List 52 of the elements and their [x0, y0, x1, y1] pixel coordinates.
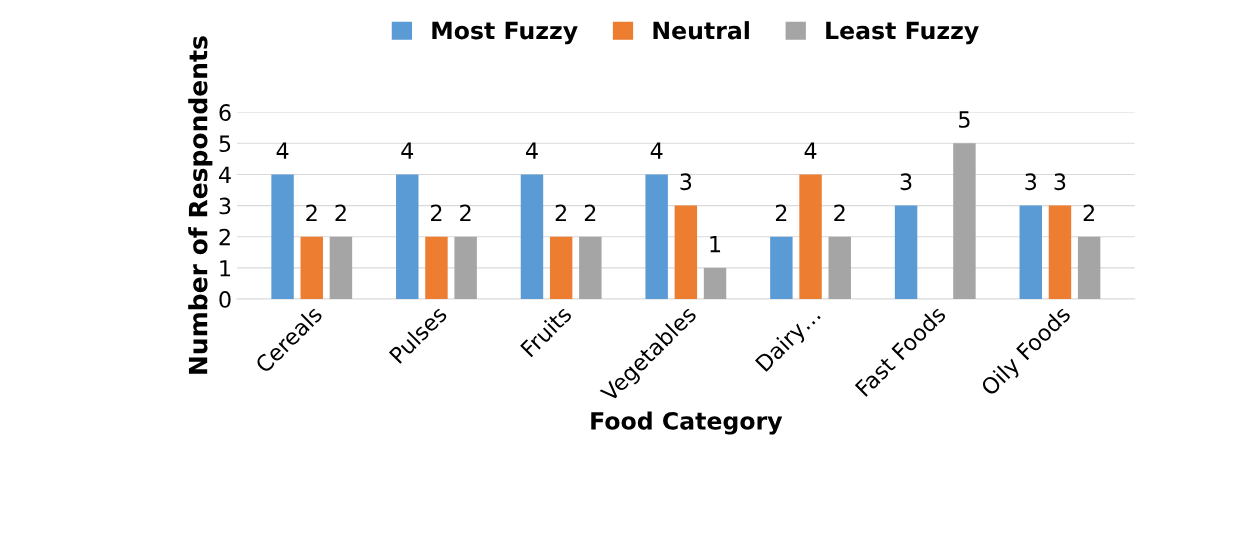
bar [953, 143, 976, 300]
x-axis-title: Food Category [591, 411, 783, 435]
y-axis-title: Number of Respondents [188, 36, 213, 374]
bar [300, 236, 323, 300]
data-label: 2 [460, 204, 471, 222]
data-label: 3 [680, 173, 692, 191]
bar [520, 174, 544, 300]
data-label: 2 [834, 204, 845, 222]
data-label: 3 [1025, 173, 1037, 191]
data-label: 4 [525, 142, 538, 159]
legend-label: Most Fuzzy [432, 21, 578, 45]
data-label: 2 [1083, 204, 1094, 222]
data-label: 2 [555, 204, 566, 222]
y-tick-label: 2 [219, 228, 230, 246]
bar [799, 174, 822, 300]
data-label: 4 [650, 142, 663, 159]
legend-label: Least Fuzzy [826, 21, 979, 45]
y-tick-label: 1 [220, 260, 231, 277]
bar [549, 236, 573, 300]
data-label: 3 [900, 173, 912, 191]
legend-label: Neutral [653, 21, 749, 40]
y-tick-label: 4 [219, 166, 231, 183]
bar [396, 174, 419, 300]
bar [425, 236, 448, 300]
y-tick-label: 0 [219, 290, 231, 308]
data-label: 2 [584, 204, 596, 222]
y-tick-label: 5 [219, 135, 231, 153]
data-label: 4 [401, 142, 414, 159]
bar [329, 236, 353, 300]
data-label: 2 [431, 204, 442, 222]
data-label: 3 [1054, 173, 1066, 191]
bar [454, 236, 477, 300]
data-label: 5 [959, 111, 970, 128]
bar [894, 205, 918, 300]
data-label: 2 [306, 204, 317, 222]
data-label: 4 [804, 142, 817, 159]
data-label: 4 [276, 142, 289, 159]
y-tick-label: 6 [219, 104, 231, 121]
bar [1019, 205, 1042, 300]
data-label: 2 [335, 204, 346, 222]
bar [645, 174, 668, 300]
data-label: 1 [710, 235, 721, 253]
bar [579, 236, 602, 300]
bar [674, 205, 698, 300]
y-tick-label: 3 [219, 197, 231, 215]
bar [271, 174, 294, 300]
bar [703, 267, 727, 300]
bar [828, 236, 851, 300]
data-label: 2 [775, 204, 787, 222]
bar [1048, 205, 1072, 300]
bar [1077, 236, 1101, 300]
bar [770, 236, 793, 300]
